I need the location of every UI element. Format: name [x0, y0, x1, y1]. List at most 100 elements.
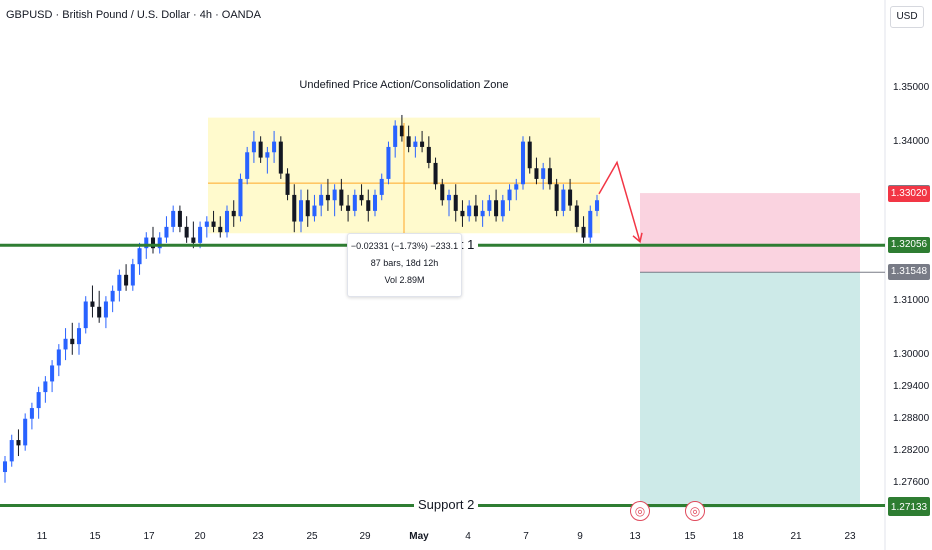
economic-event-icon[interactable]: ◎	[630, 501, 650, 521]
candle-body	[386, 146, 391, 179]
candle-body	[157, 237, 162, 249]
candle-body	[83, 301, 88, 329]
date-tick-label: 23	[252, 531, 264, 542]
price-tick-label: 1.27600	[893, 476, 930, 488]
date-tick-label: 7	[523, 531, 529, 542]
candle-body	[305, 200, 310, 217]
candle-body	[527, 141, 532, 169]
candle-body	[265, 152, 270, 158]
candle-body	[541, 168, 546, 179]
candle-body	[325, 194, 330, 201]
candle-body	[440, 184, 445, 201]
price-tick-label: 1.30000	[893, 348, 930, 360]
candle-body	[130, 264, 135, 286]
candle-body	[191, 237, 196, 243]
candle-body	[56, 349, 61, 366]
candle-body	[144, 237, 149, 249]
date-tick-label: 17	[143, 531, 155, 542]
candle-body	[198, 226, 203, 243]
candle-body	[177, 210, 182, 227]
candle-body	[258, 141, 263, 158]
date-tick-label: 21	[790, 531, 802, 542]
candle-body	[446, 194, 452, 201]
economic-event-icon[interactable]: ◎	[685, 501, 705, 521]
symbol-title[interactable]: GBPUSD · British Pound / U.S. Dollar · 4…	[6, 9, 261, 21]
candle-body	[507, 189, 512, 201]
candle-body	[467, 205, 472, 217]
candle-body	[298, 200, 304, 222]
candle-body	[406, 136, 411, 147]
candle-body	[285, 173, 290, 195]
candle-body	[278, 141, 283, 174]
candle-body	[171, 210, 176, 227]
candle-body	[218, 226, 223, 233]
candle-body	[594, 200, 600, 211]
candle-body	[184, 226, 189, 238]
candle-body	[480, 210, 485, 217]
candle-body	[76, 328, 82, 345]
candle-body	[588, 210, 593, 238]
candle-body	[426, 146, 431, 163]
candle-body	[520, 141, 526, 185]
candle-body	[110, 290, 115, 302]
candle-body	[164, 226, 169, 238]
date-tick-label: 18	[732, 531, 744, 542]
candle-body	[29, 408, 34, 419]
price-tag: 1.32056	[888, 237, 930, 254]
candle-body	[332, 189, 337, 201]
price-tick-label: 1.34000	[893, 135, 930, 147]
candle-body	[211, 221, 216, 227]
candle-body	[2, 461, 8, 473]
measure-tooltip: −0.02331 (−1.73%) −233.1 87 bars, 18d 12…	[347, 233, 462, 297]
date-tick-label: 11	[36, 531, 48, 542]
candle-body	[581, 226, 586, 238]
date-tick-label: 25	[306, 531, 318, 542]
date-tick-label: May	[409, 531, 429, 542]
candle-body	[16, 440, 21, 446]
candle-body	[231, 210, 236, 217]
candle-body	[9, 440, 14, 462]
candle-body	[36, 392, 41, 409]
candle-body	[561, 189, 566, 211]
projection-arrow-head	[632, 232, 643, 244]
support-2-label: Support 2	[414, 497, 479, 513]
candle-body	[372, 194, 378, 211]
candle-body	[204, 221, 209, 227]
candle-body	[460, 210, 465, 217]
candle-body	[352, 194, 357, 211]
candle-body	[137, 248, 142, 265]
projection-arrow	[598, 160, 641, 243]
candle-body	[359, 194, 364, 201]
currency-button[interactable]: USD	[890, 6, 924, 28]
candle-body	[312, 205, 317, 217]
candle-body	[487, 200, 492, 211]
candle-body	[547, 168, 552, 185]
candle-body	[63, 338, 68, 350]
candle-body	[473, 205, 478, 217]
candle-body	[50, 365, 55, 382]
candle-body	[568, 189, 573, 206]
measure-volume: Vol 2.89M	[384, 275, 425, 285]
date-tick-label: 23	[844, 531, 856, 542]
candle-body	[554, 184, 559, 211]
candle-body	[117, 274, 122, 291]
candle-body	[339, 189, 344, 206]
candle-body	[379, 178, 384, 195]
date-tick-label: 13	[629, 531, 641, 542]
candle-body	[103, 301, 108, 318]
date-tick-label: 15	[684, 531, 696, 542]
candle-body	[500, 200, 505, 217]
price-tick-label: 1.29400	[893, 380, 930, 392]
candle-body	[292, 194, 297, 222]
date-tick-label: 29	[359, 531, 371, 542]
price-tick-label: 1.28800	[893, 412, 930, 424]
candle-body	[393, 125, 398, 147]
candle-body	[366, 200, 371, 211]
price-tick-label: 1.31000	[893, 295, 930, 307]
candle-body	[420, 141, 425, 147]
price-tag: 1.33020	[888, 185, 930, 202]
candle-body	[124, 274, 129, 286]
candle-body	[150, 237, 156, 249]
